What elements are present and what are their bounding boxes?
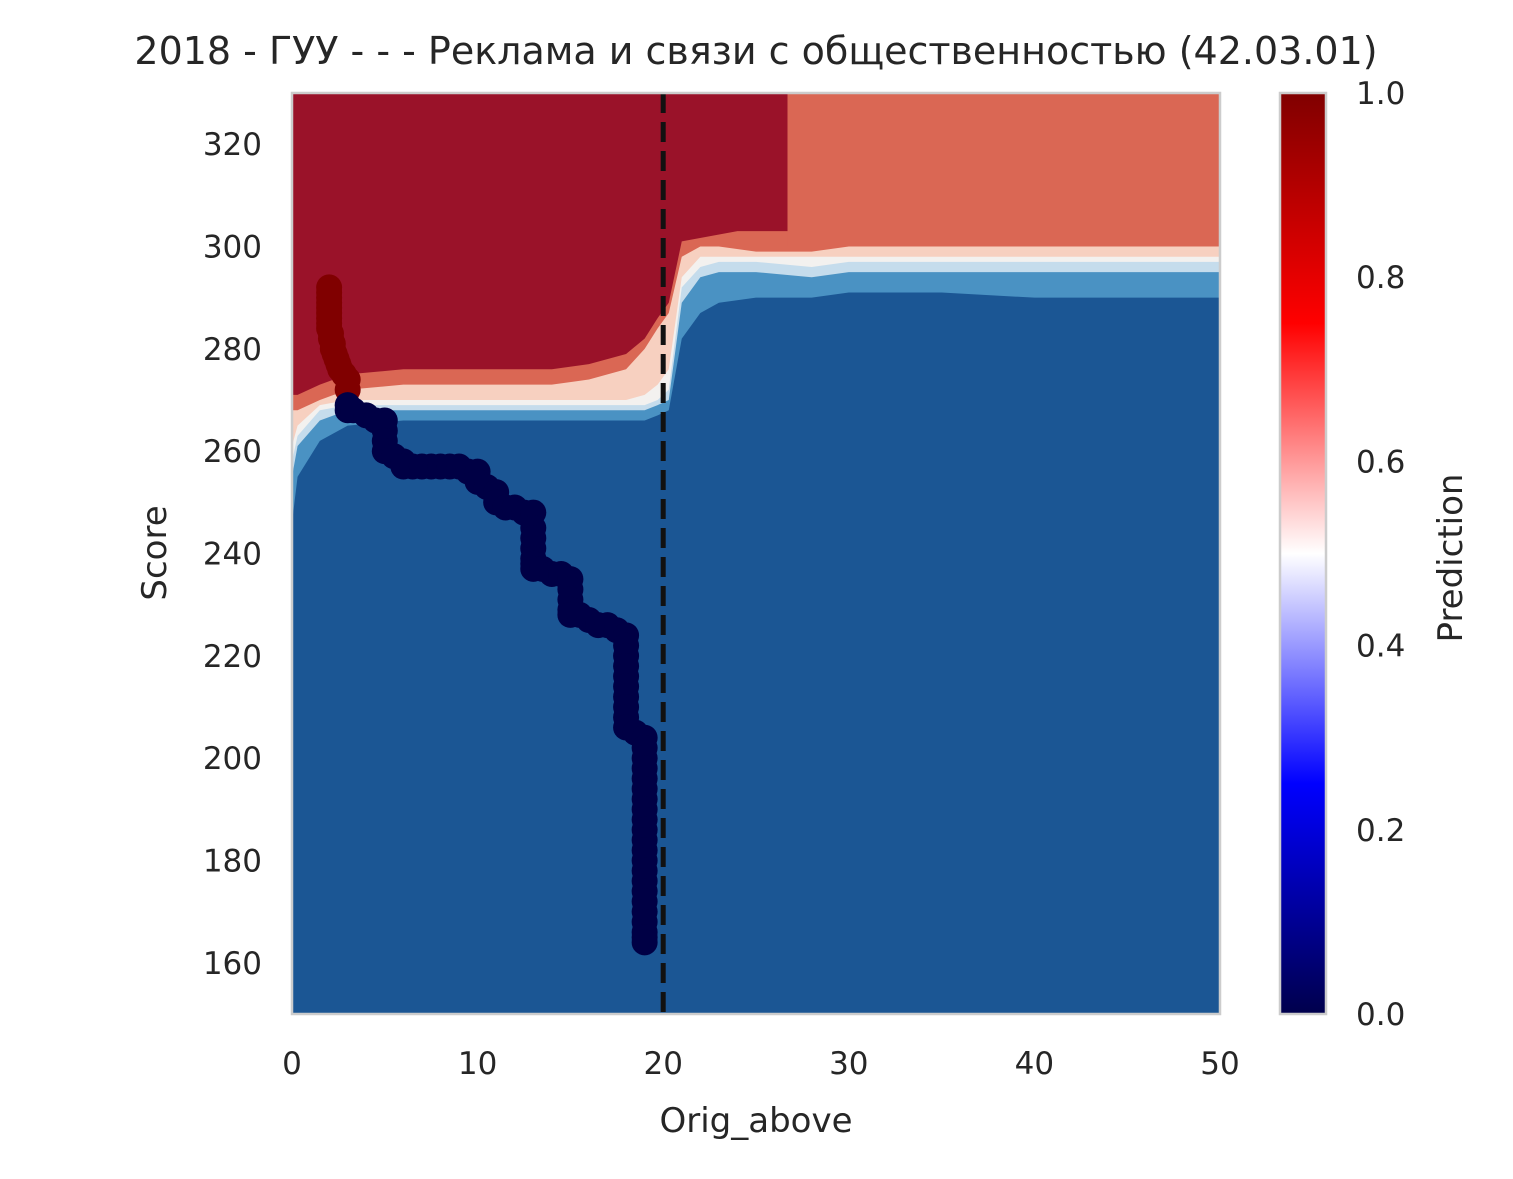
- x-tick-labels: 0 10 20 30 40 50: [282, 1046, 1240, 1082]
- y-tick-labels: 160 180 200 220 240 260 280 300 320: [203, 127, 262, 982]
- data-point: [631, 929, 658, 956]
- colorbar-label: Prediction: [1431, 474, 1471, 643]
- chart-title: 2018 - ГУУ - - - Реклама и связи с общес…: [134, 29, 1377, 73]
- x-tick-label: 10: [458, 1046, 497, 1082]
- x-tick-label: 30: [829, 1046, 868, 1082]
- region-upper-right: [787, 93, 1220, 247]
- y-tick-label: 320: [203, 127, 262, 163]
- y-tick-label: 280: [203, 332, 262, 368]
- y-axis-label: Score: [135, 505, 175, 600]
- plot-frame: [290, 91, 1222, 1016]
- colorbar: [1278, 91, 1328, 1016]
- y-tick-label: 240: [203, 537, 262, 573]
- colorbar-tick-labels: 0.0 0.2 0.4 0.6 0.8 1.0: [1356, 76, 1405, 1033]
- colorbar-tick-label: 0.2: [1356, 813, 1405, 849]
- colorbar-tick-label: 0.4: [1356, 629, 1405, 665]
- colorbar-tick-label: 0.6: [1356, 444, 1405, 480]
- plot-area: [292, 93, 1220, 1014]
- y-tick-label: 300: [203, 230, 262, 266]
- y-tick-label: 260: [203, 434, 262, 470]
- x-tick-label: 50: [1200, 1046, 1239, 1082]
- y-tick-label: 220: [203, 639, 262, 675]
- colorbar-tick-label: 0.0: [1356, 997, 1405, 1033]
- y-tick-label: 180: [203, 844, 262, 880]
- colorbar-tick-label: 1.0: [1356, 76, 1405, 112]
- y-tick-label: 200: [203, 741, 262, 777]
- colorbar-tick-label: 0.8: [1356, 260, 1405, 296]
- x-tick-label: 20: [643, 1046, 682, 1082]
- x-axis-label: Orig_above: [659, 1101, 852, 1141]
- x-tick-label: 40: [1015, 1046, 1054, 1082]
- y-tick-label: 160: [203, 946, 262, 982]
- x-tick-label: 0: [282, 1046, 302, 1082]
